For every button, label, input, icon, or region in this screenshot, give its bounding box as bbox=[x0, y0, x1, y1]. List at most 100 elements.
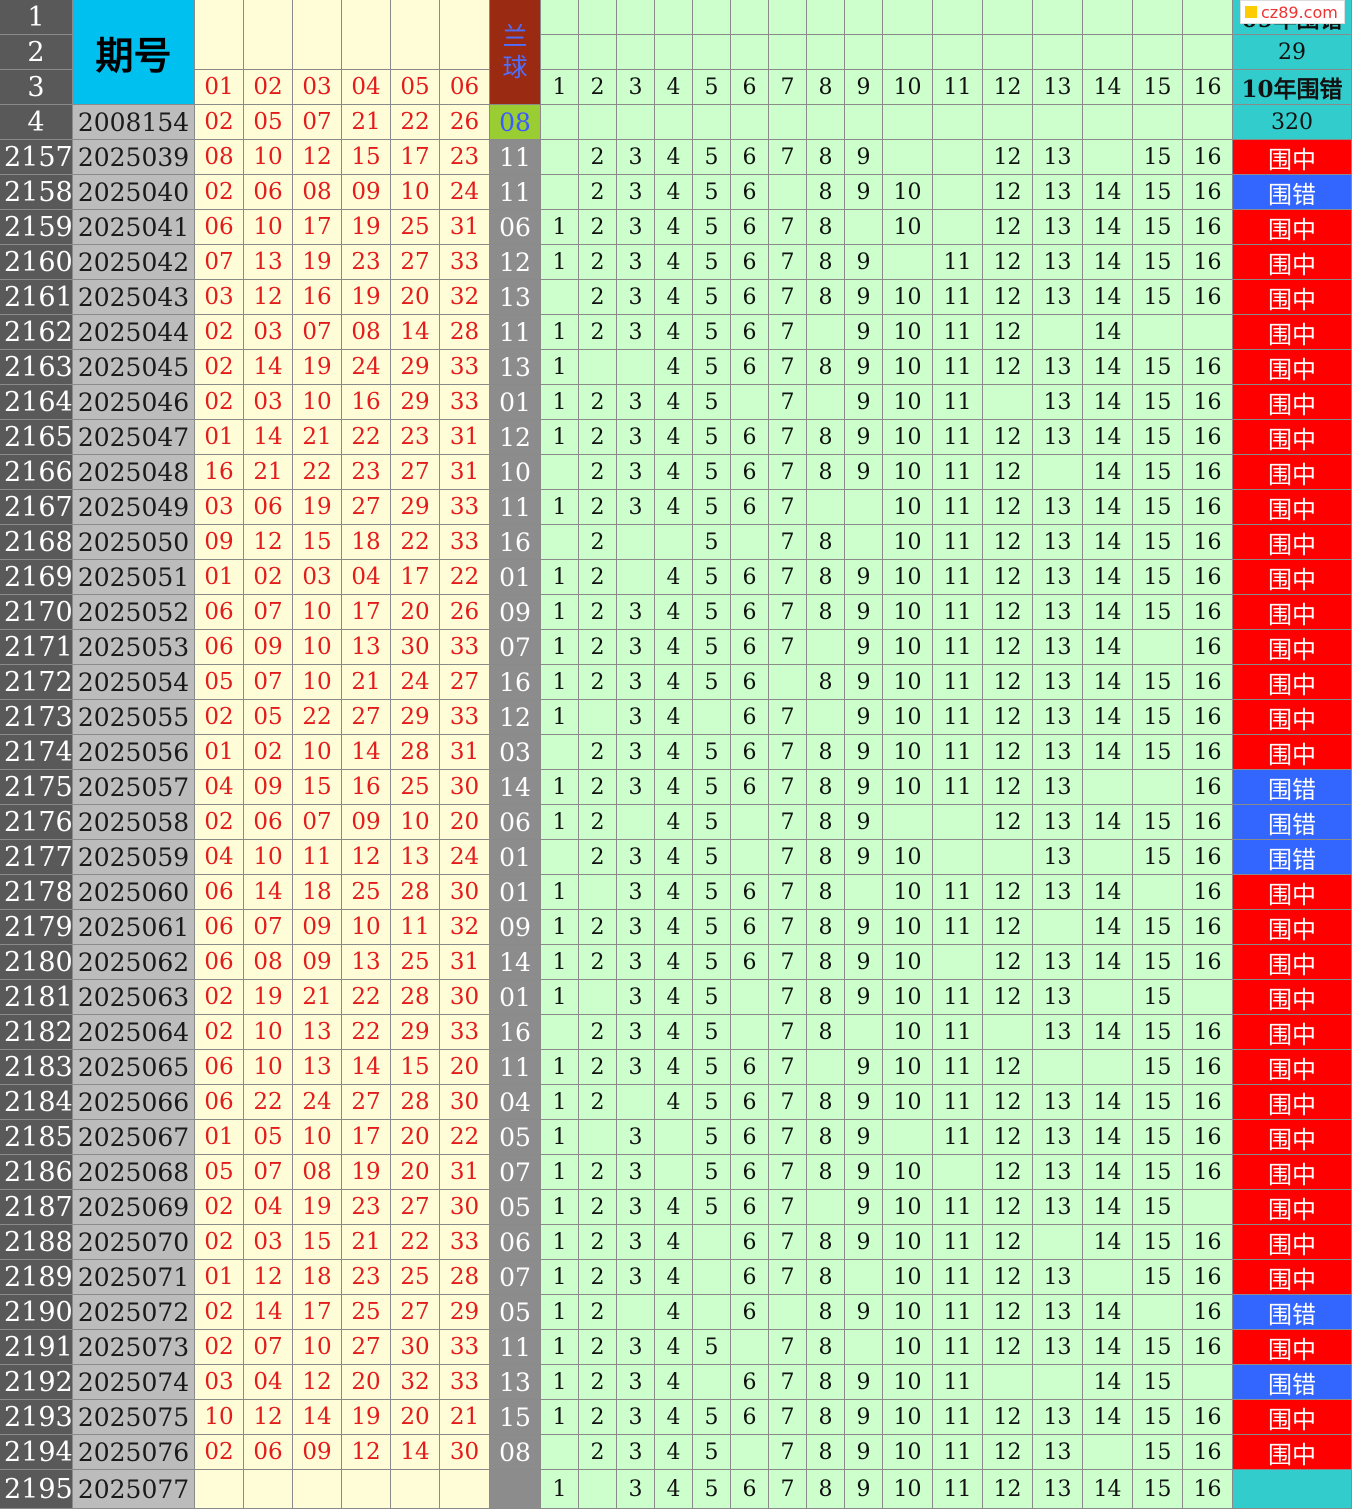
grid-number-cell[interactable] bbox=[731, 385, 769, 420]
grid-number-cell[interactable]: 12 bbox=[983, 490, 1033, 525]
grid-number-cell[interactable]: 11 bbox=[933, 1365, 983, 1400]
grid-number-cell[interactable]: 15 bbox=[1133, 1365, 1183, 1400]
red-ball-cell[interactable]: 03 bbox=[244, 1225, 293, 1260]
period-cell[interactable]: 2025048 bbox=[73, 455, 195, 490]
red-ball-cell[interactable]: 22 bbox=[342, 1015, 391, 1050]
grid-number-cell[interactable]: 5 bbox=[693, 210, 731, 245]
grid-number-cell[interactable]: 15 bbox=[1133, 1470, 1183, 1509]
red-ball-cell[interactable]: 02 bbox=[195, 980, 244, 1015]
grid-number-cell[interactable]: 2 bbox=[579, 420, 617, 455]
grid-number-cell[interactable] bbox=[845, 1015, 883, 1050]
grid-number-cell[interactable] bbox=[1083, 1050, 1133, 1085]
red-ball-cell[interactable]: 17 bbox=[391, 560, 440, 595]
grid-col-label[interactable]: 4 bbox=[655, 70, 693, 105]
grid-number-cell[interactable]: 14 bbox=[1083, 315, 1133, 350]
grid-number-cell[interactable]: 11 bbox=[933, 700, 983, 735]
grid-header-blank[interactable] bbox=[883, 105, 933, 140]
grid-number-cell[interactable] bbox=[731, 1330, 769, 1365]
grid-number-cell[interactable]: 3 bbox=[617, 1400, 655, 1435]
grid-number-cell[interactable]: 16 bbox=[1183, 665, 1233, 700]
red-ball-cell[interactable]: 08 bbox=[293, 175, 342, 210]
red-ball-cell[interactable]: 25 bbox=[342, 875, 391, 910]
red-ball-cell[interactable]: 10 bbox=[391, 175, 440, 210]
row-number[interactable]: 2189 bbox=[0, 1260, 73, 1295]
red-ball-cell[interactable]: 27 bbox=[342, 490, 391, 525]
grid-number-cell[interactable]: 3 bbox=[617, 455, 655, 490]
grid-number-cell[interactable]: 9 bbox=[845, 1050, 883, 1085]
grid-number-cell[interactable]: 5 bbox=[693, 875, 731, 910]
red-ball-cell[interactable]: 23 bbox=[440, 140, 490, 175]
row-number[interactable]: 2193 bbox=[0, 1400, 73, 1435]
red-ball-cell[interactable]: 33 bbox=[440, 1330, 490, 1365]
red-ball-cell[interactable]: 29 bbox=[391, 700, 440, 735]
red-ball-cell[interactable]: 15 bbox=[293, 770, 342, 805]
grid-number-cell[interactable]: 9 bbox=[845, 245, 883, 280]
red-ball-cell[interactable]: 29 bbox=[391, 490, 440, 525]
red-ball-cell[interactable]: 30 bbox=[391, 1330, 440, 1365]
grid-number-cell[interactable]: 13 bbox=[1033, 770, 1083, 805]
grid-number-cell[interactable]: 9 bbox=[845, 455, 883, 490]
grid-number-cell[interactable]: 4 bbox=[655, 420, 693, 455]
grid-number-cell[interactable]: 6 bbox=[731, 455, 769, 490]
grid-number-cell[interactable] bbox=[617, 1295, 655, 1330]
grid-number-cell[interactable]: 15 bbox=[1133, 1400, 1183, 1435]
red-col-label[interactable]: 05 bbox=[391, 70, 440, 105]
row-number[interactable]: 2186 bbox=[0, 1155, 73, 1190]
grid-number-cell[interactable]: 2 bbox=[579, 385, 617, 420]
grid-number-cell[interactable] bbox=[845, 875, 883, 910]
red-ball-cell[interactable]: 04 bbox=[244, 1190, 293, 1225]
grid-number-cell[interactable]: 11 bbox=[933, 1050, 983, 1085]
red-ball-cell[interactable]: 16 bbox=[293, 280, 342, 315]
grid-number-cell[interactable]: 3 bbox=[617, 1330, 655, 1365]
grid-number-cell[interactable]: 11 bbox=[933, 735, 983, 770]
grid-number-cell[interactable]: 3 bbox=[617, 630, 655, 665]
result-status-cell[interactable]: 围中 bbox=[1233, 980, 1352, 1015]
grid-number-cell[interactable]: 13 bbox=[1033, 875, 1083, 910]
red-ball-cell[interactable]: 31 bbox=[440, 1155, 490, 1190]
period-cell[interactable]: 2025058 bbox=[73, 805, 195, 840]
grid-number-cell[interactable]: 11 bbox=[933, 1435, 983, 1470]
grid-number-cell[interactable] bbox=[579, 980, 617, 1015]
grid-number-cell[interactable]: 4 bbox=[655, 1015, 693, 1050]
grid-number-cell[interactable] bbox=[1033, 315, 1083, 350]
red-ball-cell[interactable]: 04 bbox=[195, 770, 244, 805]
grid-number-cell[interactable]: 2 bbox=[579, 945, 617, 980]
grid-header-blank[interactable] bbox=[1183, 0, 1233, 35]
grid-number-cell[interactable]: 2 bbox=[579, 245, 617, 280]
grid-number-cell[interactable] bbox=[1083, 980, 1133, 1015]
period-cell[interactable]: 2025049 bbox=[73, 490, 195, 525]
grid-number-cell[interactable] bbox=[1033, 1365, 1083, 1400]
grid-header-blank[interactable] bbox=[1083, 0, 1133, 35]
grid-number-cell[interactable]: 1 bbox=[541, 1190, 579, 1225]
grid-number-cell[interactable]: 14 bbox=[1083, 1470, 1133, 1509]
red-ball-cell[interactable]: 07 bbox=[244, 1330, 293, 1365]
grid-number-cell[interactable]: 12 bbox=[983, 1435, 1033, 1470]
grid-number-cell[interactable]: 5 bbox=[693, 280, 731, 315]
grid-number-cell[interactable]: 6 bbox=[731, 490, 769, 525]
blue-ball-cell[interactable]: 10 bbox=[490, 455, 541, 490]
grid-header-blank[interactable] bbox=[1183, 105, 1233, 140]
red-ball-cell[interactable]: 21 bbox=[244, 455, 293, 490]
blue-ball-cell[interactable]: 11 bbox=[490, 1050, 541, 1085]
grid-number-cell[interactable]: 14 bbox=[1083, 560, 1133, 595]
grid-number-cell[interactable] bbox=[693, 1295, 731, 1330]
grid-number-cell[interactable]: 12 bbox=[983, 980, 1033, 1015]
period-cell[interactable]: 2025065 bbox=[73, 1050, 195, 1085]
red-ball-cell[interactable]: 29 bbox=[440, 1295, 490, 1330]
grid-number-cell[interactable]: 13 bbox=[1033, 280, 1083, 315]
grid-number-cell[interactable]: 12 bbox=[983, 175, 1033, 210]
red-ball-cell[interactable]: 02 bbox=[244, 735, 293, 770]
grid-number-cell[interactable]: 12 bbox=[983, 350, 1033, 385]
row-number[interactable]: 2161 bbox=[0, 280, 73, 315]
grid-number-cell[interactable]: 3 bbox=[617, 945, 655, 980]
grid-number-cell[interactable]: 12 bbox=[983, 735, 1033, 770]
grid-number-cell[interactable]: 2 bbox=[579, 595, 617, 630]
grid-number-cell[interactable]: 11 bbox=[933, 595, 983, 630]
grid-header-blank[interactable] bbox=[1133, 0, 1183, 35]
grid-number-cell[interactable]: 16 bbox=[1183, 945, 1233, 980]
grid-number-cell[interactable]: 16 bbox=[1183, 140, 1233, 175]
grid-number-cell[interactable]: 9 bbox=[845, 1225, 883, 1260]
grid-number-cell[interactable]: 4 bbox=[655, 1085, 693, 1120]
grid-number-cell[interactable]: 7 bbox=[769, 350, 807, 385]
grid-number-cell[interactable]: 7 bbox=[769, 1190, 807, 1225]
